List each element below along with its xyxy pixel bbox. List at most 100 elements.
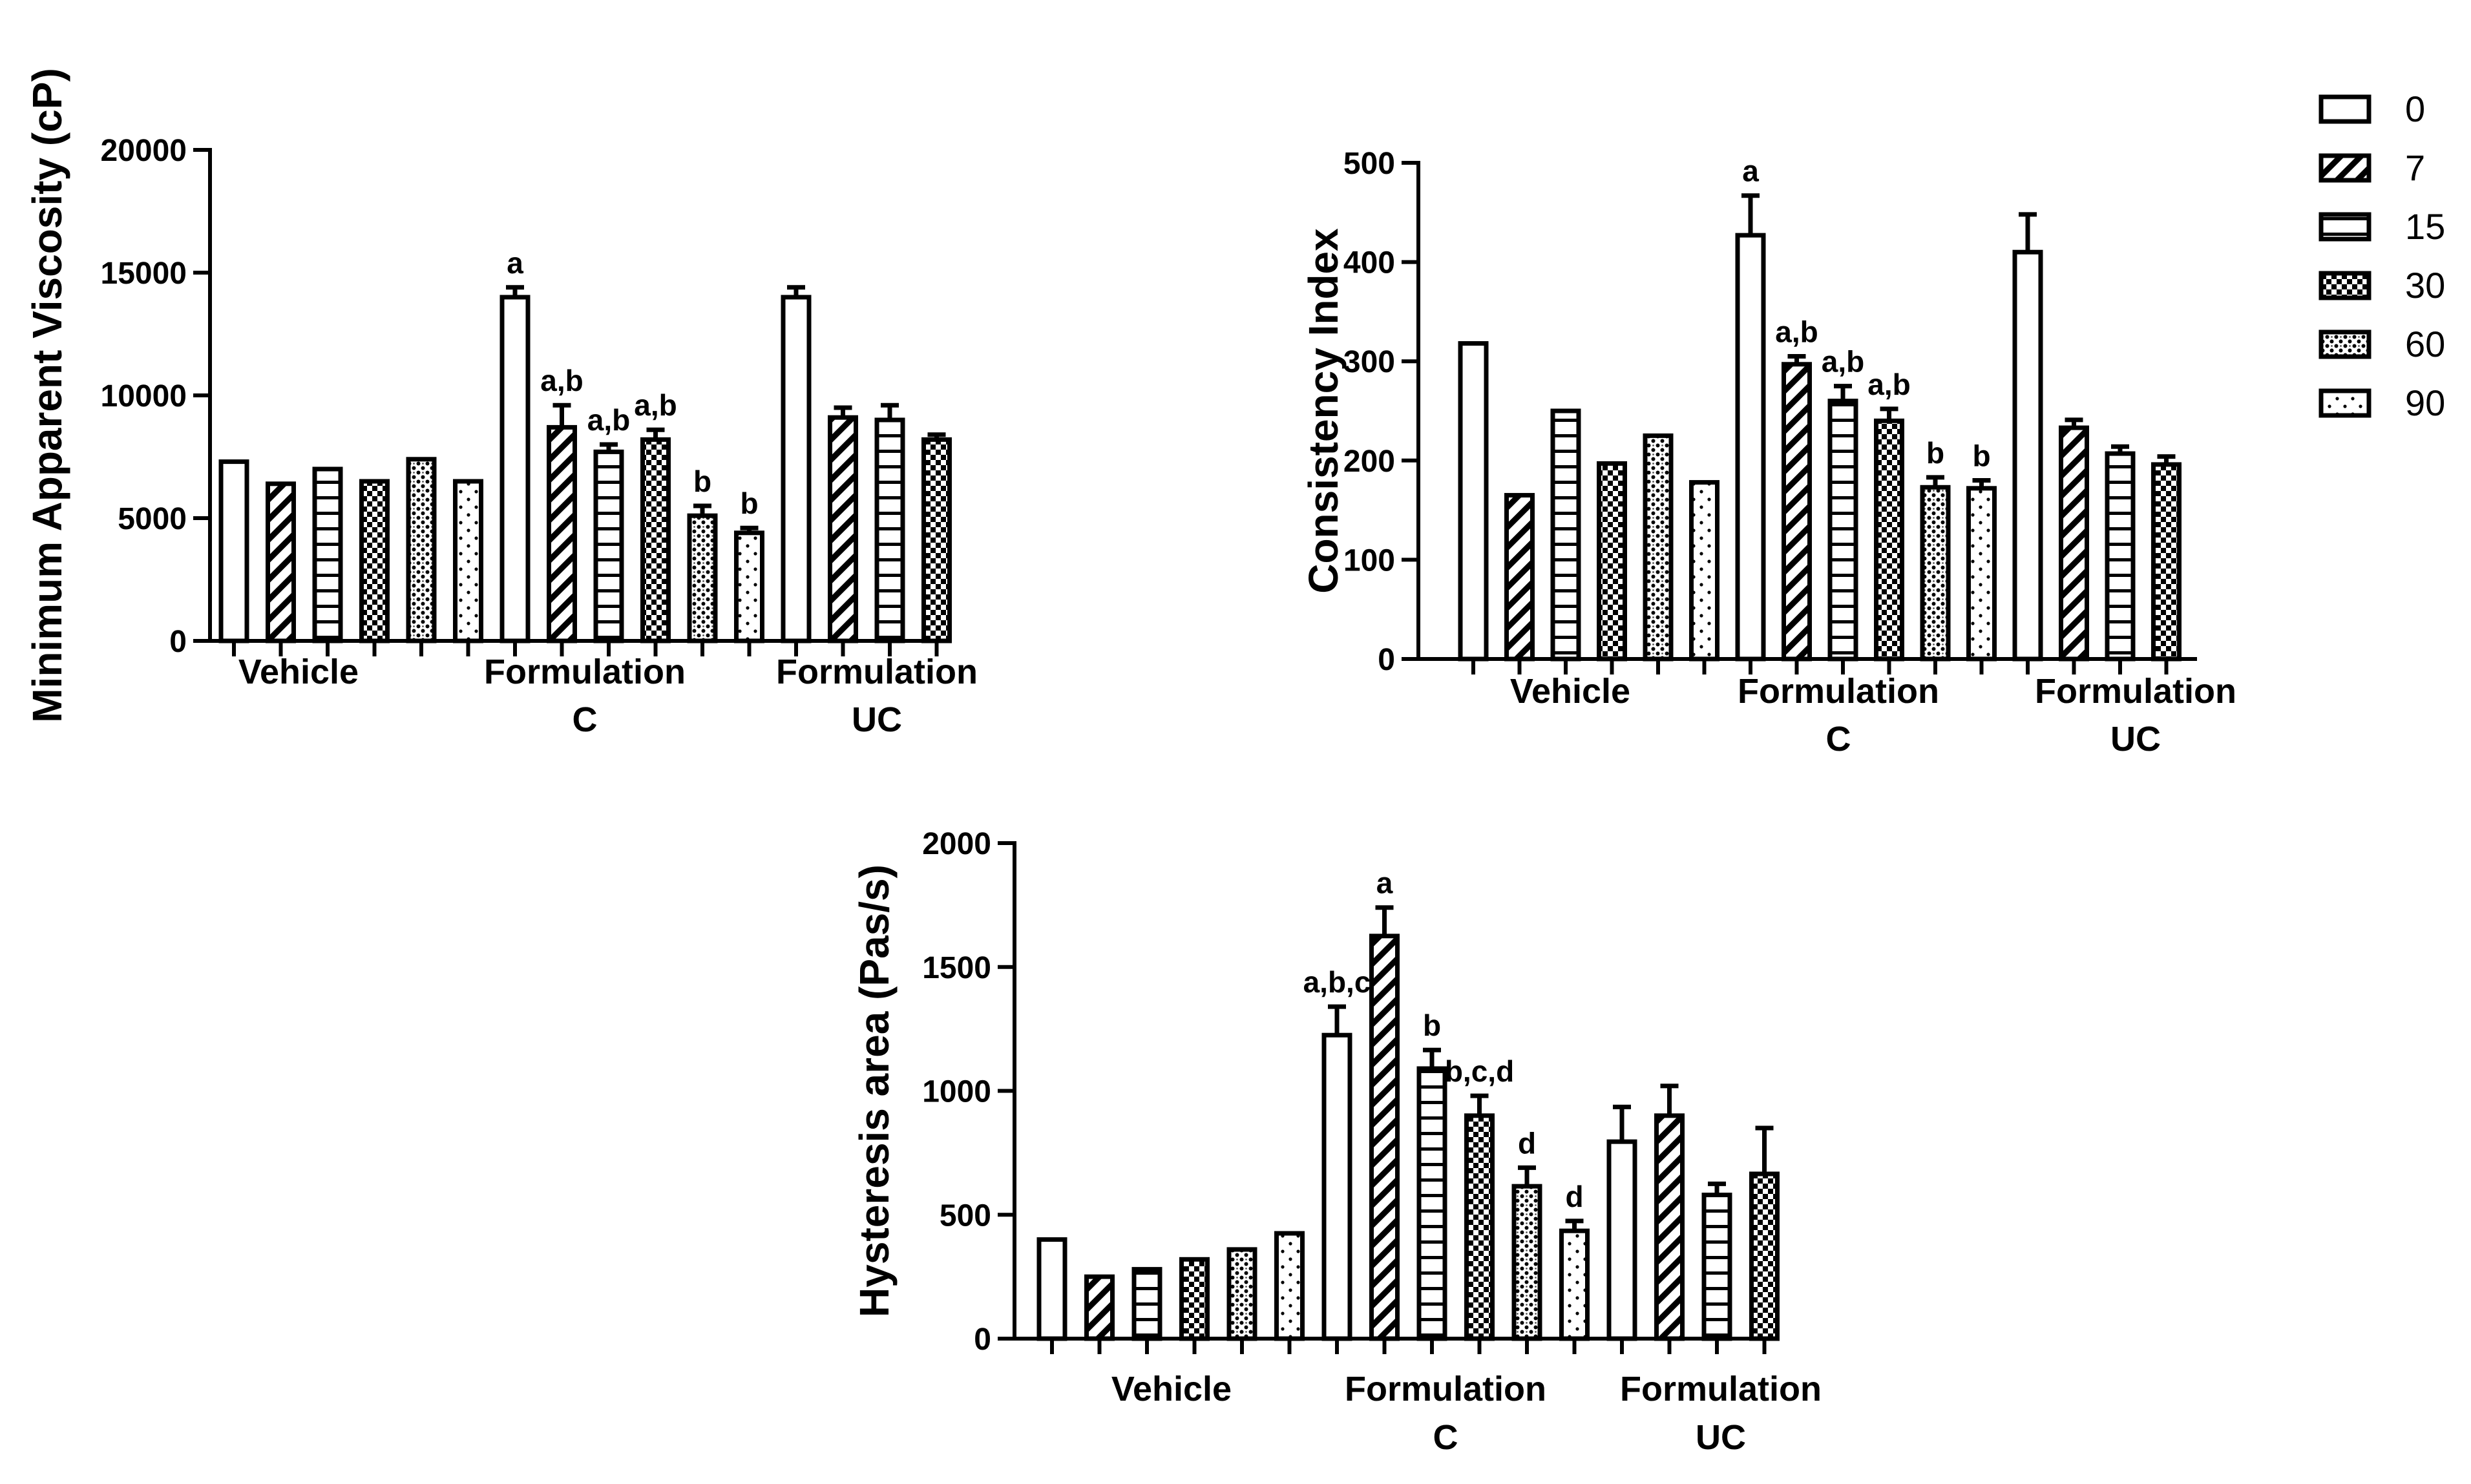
bar-outline <box>1606 1139 1637 1341</box>
bar-outline <box>734 530 764 643</box>
bar-outline <box>1654 1113 1685 1341</box>
bar-outline <box>1749 1171 1780 1341</box>
bar <box>783 297 809 641</box>
bar <box>455 481 481 641</box>
bar <box>1609 1142 1635 1339</box>
legend-label: 90 <box>2405 382 2445 423</box>
bar-outline <box>1735 233 1766 662</box>
bar <box>1460 343 1486 659</box>
significance-label: a <box>507 246 523 280</box>
y-tick-label: 2000 <box>922 827 991 861</box>
bar <box>1276 1233 1303 1339</box>
bar-outline <box>2059 425 2089 662</box>
y-tick-label: 5000 <box>118 502 187 536</box>
group-label: C <box>573 700 598 739</box>
significance-label: b <box>1926 436 1944 470</box>
bar <box>1968 488 1995 659</box>
bar-outline <box>1321 1032 1352 1341</box>
legend-label: 60 <box>2405 324 2445 364</box>
bar-outline <box>453 479 483 643</box>
bar-outline <box>218 459 249 643</box>
bar-outline <box>1550 408 1581 662</box>
bar-outline <box>1689 480 1719 662</box>
significance-label: b,c,d <box>1445 1054 1514 1088</box>
bar-outline <box>1179 1257 1210 1341</box>
bar-outline <box>1701 1193 1732 1341</box>
bar-outline <box>1643 433 1674 662</box>
bar <box>1506 495 1533 659</box>
bar <box>830 417 856 641</box>
group-label: Formulation <box>1738 672 1939 711</box>
significance-label: a,b <box>1775 315 1818 349</box>
legend-swatch <box>2321 156 2369 180</box>
bar-outline <box>359 479 390 643</box>
legend-swatch <box>2321 391 2369 415</box>
bar <box>1751 1173 1778 1339</box>
bar <box>1514 1186 1540 1339</box>
bar-outline <box>921 437 952 643</box>
chart-panel-viscosity: Minimum Apparent Viscosity (cP) 0 5000 1000… <box>24 68 978 739</box>
bar <box>1086 1277 1113 1339</box>
bar <box>736 532 762 641</box>
y-tick-label: 400 <box>1343 246 1395 280</box>
bar-outline <box>1084 1274 1115 1341</box>
bar <box>1419 1068 1445 1339</box>
significance-label: a,b <box>1822 345 1864 379</box>
bar-outline <box>1966 486 1997 662</box>
significance-label: a,b,c <box>1303 965 1371 999</box>
bar <box>2061 428 2087 659</box>
bar <box>1876 421 1902 659</box>
y-tick-label: 10000 <box>101 379 187 413</box>
legend-swatch-outline <box>2319 153 2371 183</box>
bar-outline <box>1036 1237 1067 1341</box>
bar <box>268 483 294 641</box>
bar-outline <box>2151 462 2182 662</box>
bar <box>1134 1269 1160 1339</box>
bar-outline <box>499 295 531 643</box>
bar-outline <box>2012 249 2043 662</box>
legend-swatch-outline <box>2319 94 2371 124</box>
bar-outline <box>781 295 812 643</box>
chart-panel-hysteresis: Hysteresis area (Pas/s) 0 500 1000 1500 2000 a… <box>851 827 1822 1457</box>
y-axis-title: Consistency Index <box>1300 228 1347 594</box>
group-label: Vehicle <box>1510 672 1630 711</box>
bar <box>315 469 341 641</box>
y-tick-label: 200 <box>1343 444 1395 479</box>
legend: 0 7 15 30 60 90 <box>2319 89 2445 423</box>
y-tick-label: 0 <box>169 625 187 659</box>
legend-swatch-outline <box>2319 329 2371 359</box>
bar-outline <box>1559 1228 1590 1341</box>
bar <box>1229 1249 1255 1339</box>
significance-label: b <box>740 486 758 520</box>
significance-label: b <box>1423 1008 1441 1042</box>
y-axis-title: Hysteresis area (Pas/s) <box>851 864 898 1317</box>
bar-outline <box>1226 1247 1257 1341</box>
bar <box>1371 935 1398 1339</box>
bar <box>1656 1115 1683 1339</box>
significance-label: a,b <box>540 364 583 397</box>
significance-label: d <box>1565 1180 1583 1213</box>
bar <box>361 481 388 641</box>
group-label: Formulation <box>484 653 686 691</box>
group-label: UC <box>2110 720 2161 758</box>
bar <box>689 516 715 641</box>
bar <box>2015 252 2041 659</box>
bar-outline <box>1920 485 1951 662</box>
legend-swatch <box>2321 332 2369 357</box>
legend-swatch-outline <box>2319 271 2371 300</box>
bar-outline <box>593 449 624 643</box>
bar <box>596 452 622 641</box>
bar <box>502 297 528 641</box>
y-tick-label: 1500 <box>922 951 991 985</box>
y-tick-label: 300 <box>1343 345 1395 379</box>
y-tick-label: 0 <box>1378 643 1395 677</box>
group-label: UC <box>1696 1418 1746 1457</box>
group-label: Formulation <box>2035 672 2236 711</box>
bar-outline <box>828 415 858 643</box>
significance-label: a,b <box>1867 368 1910 401</box>
legend-swatch <box>2321 273 2369 298</box>
bar <box>877 420 903 641</box>
group-label: C <box>1826 720 1851 758</box>
